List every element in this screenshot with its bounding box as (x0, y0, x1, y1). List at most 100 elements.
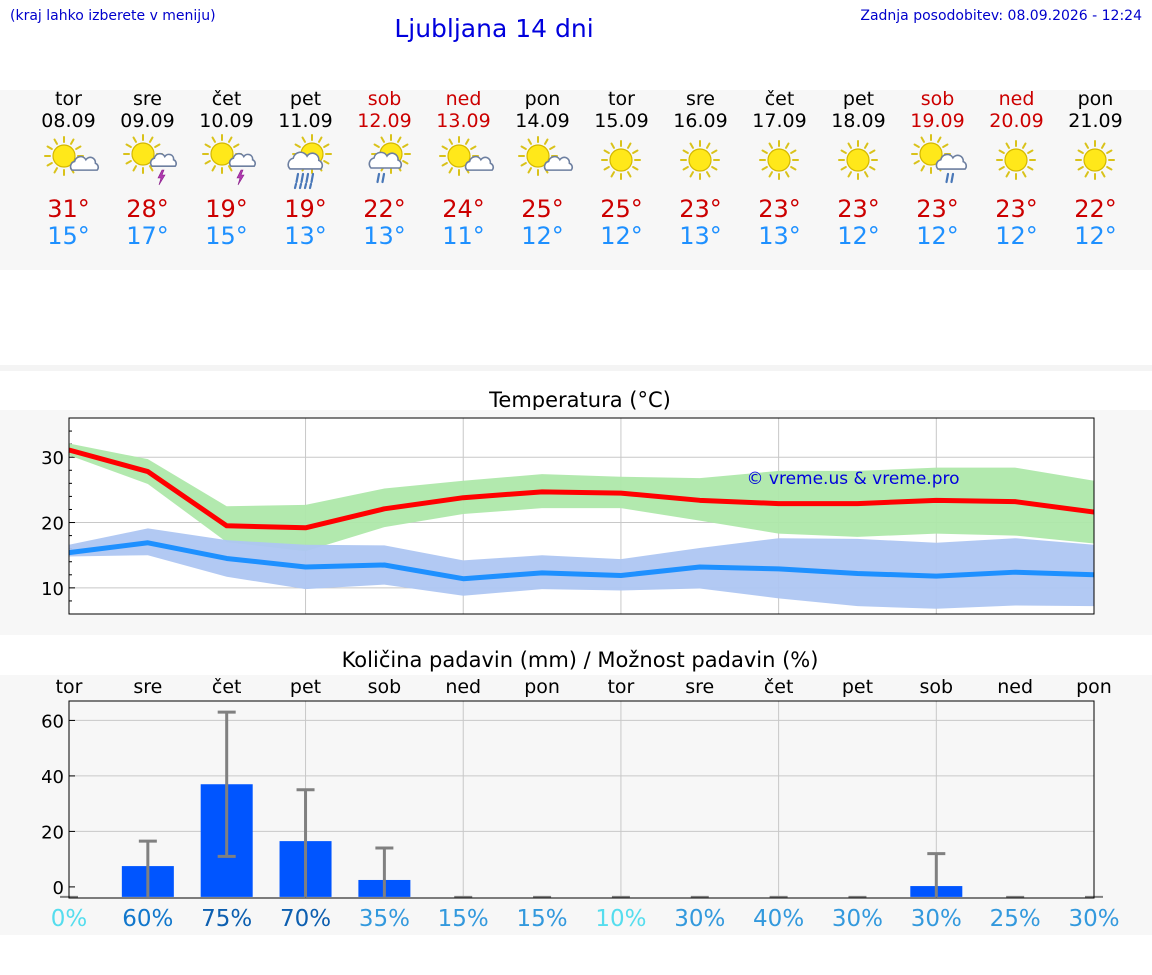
cloud-shape (228, 152, 256, 167)
sun-icon (838, 140, 878, 180)
high-temperature: 19° (284, 195, 327, 223)
cloud-shape (287, 151, 324, 170)
day-date: 11.09 (278, 110, 333, 132)
sun-icon (1075, 140, 1115, 180)
precipitation-probability: 60% (122, 906, 173, 932)
day-name: pon (524, 88, 561, 110)
low-temperature: 15° (205, 222, 248, 250)
low-temperature: 13° (363, 222, 406, 250)
sun-icon (680, 140, 720, 180)
day-date: 13.09 (436, 110, 491, 132)
forecast-panel (0, 90, 1152, 270)
cloud-shape (935, 153, 968, 170)
low-temperature: 13° (284, 222, 327, 250)
precipitation-probability: 15% (517, 906, 568, 932)
cloud-shape (149, 152, 177, 167)
sun-shape (518, 136, 558, 176)
lightning-bolt (157, 169, 166, 186)
rain-drops (293, 172, 315, 190)
high-temperature: 22° (1074, 195, 1117, 223)
forecast-day: pet 18.09 23° 12° (819, 88, 898, 250)
forecast-day: ned 13.09 24° 11° (424, 88, 503, 250)
sun-shape (759, 140, 799, 180)
day-label: sre (685, 676, 714, 698)
low-temperature: 17° (126, 222, 169, 250)
watermark: © vreme.us & vreme.pro (746, 469, 959, 489)
day-name: pet (289, 88, 322, 110)
precipitation-probability: 10% (595, 906, 646, 932)
precipitation-probability: 30% (674, 906, 725, 932)
low-temperature: 12° (600, 222, 643, 250)
day-name: ned (445, 88, 482, 110)
sun-cloud-icon (518, 136, 574, 176)
day-label: tor (607, 676, 634, 698)
low-temperature: 12° (1074, 222, 1117, 250)
plot-frame (68, 417, 1095, 615)
high-temperature: 23° (995, 195, 1038, 223)
precipitation-probability: 40% (753, 906, 804, 932)
location-hint: (kraj lahko izberete v meniju) (10, 8, 216, 24)
precipitation-probability: 15% (438, 906, 489, 932)
high-temperature: 31° (47, 195, 90, 223)
precipitation-probability: 30% (911, 906, 962, 932)
sun-thunderstorm-icon (202, 134, 256, 186)
high-temperature: 25° (521, 195, 564, 223)
rain-drops (376, 172, 386, 184)
high-temperature: 25° (600, 195, 643, 223)
forecast-day: čet 10.09 19° 15° (187, 88, 266, 250)
day-date: 09.09 (120, 110, 175, 132)
day-label: čet (764, 676, 794, 698)
sun-shape (1075, 140, 1115, 180)
forecast-day: tor 08.09 31° 15° (29, 88, 108, 250)
forecast-day: sob 12.09 22° 13° (345, 88, 424, 250)
sun-icon (601, 140, 641, 180)
page-title: Ljubljana 14 dni (394, 14, 594, 43)
sun-shape (838, 140, 878, 180)
day-label: pet (290, 676, 321, 698)
cloud-shape (543, 155, 574, 171)
day-label: sre (133, 676, 162, 698)
forecast-day: čet 17.09 23° 13° (740, 88, 819, 250)
day-label: čet (212, 676, 242, 698)
day-label: tor (56, 676, 83, 698)
day-date: 18.09 (831, 110, 886, 132)
temperature-chart-title: Temperatura (°C) (489, 388, 671, 412)
day-date: 16.09 (673, 110, 728, 132)
cloud-shape (464, 155, 495, 171)
forecast-row: tor 08.09 31° 15° sre 09.09 28° 17° čet 10.09 19° 1… (29, 88, 1135, 258)
low-temperature: 12° (521, 222, 564, 250)
day-label: pon (524, 676, 560, 698)
day-date: 19.09 (910, 110, 965, 132)
y-tick-label: 30 (41, 448, 64, 469)
y-tick-label: 10 (41, 579, 64, 600)
precipitation-probability: 70% (280, 906, 331, 932)
day-name: tor (608, 88, 635, 110)
rain-drops (945, 172, 955, 184)
temperature-chart: 10 20 30 © vreme.us & vreme.pro (41, 417, 1095, 615)
divider (0, 365, 1152, 371)
precipitation-chart: tor sre čet pet sob ned pon tor sre čet pet sob ned p… (41, 676, 1119, 932)
day-name: pet (842, 88, 875, 110)
day-label: sob (920, 676, 954, 698)
forecast-day: sob 19.09 23° 12° (898, 88, 977, 250)
day-name: sre (133, 88, 162, 110)
low-temperature: 12° (837, 222, 880, 250)
day-label: pet (842, 676, 873, 698)
forecast-day: sre 16.09 23° 13° (661, 88, 740, 250)
temperature-line (68, 447, 1095, 531)
lightning-bolt (236, 169, 245, 186)
sun-shape (996, 140, 1036, 180)
high-temperature: 28° (126, 195, 169, 223)
precipitation-probability: 75% (201, 906, 252, 932)
day-name: tor (55, 88, 82, 110)
day-date: 12.09 (357, 110, 412, 132)
precipitation-probability: 0% (51, 906, 88, 932)
forecast-day: pet 11.09 19° 13° (266, 88, 345, 250)
day-date: 14.09 (515, 110, 570, 132)
low-temperature: 13° (758, 222, 801, 250)
y-tick-label: 20 (41, 822, 64, 843)
sun-cloud-rain-icon (911, 134, 968, 184)
precipitation-probability: 35% (359, 906, 410, 932)
day-date: 15.09 (594, 110, 649, 132)
forecast-day: ned 20.09 23° 12° (977, 88, 1056, 250)
